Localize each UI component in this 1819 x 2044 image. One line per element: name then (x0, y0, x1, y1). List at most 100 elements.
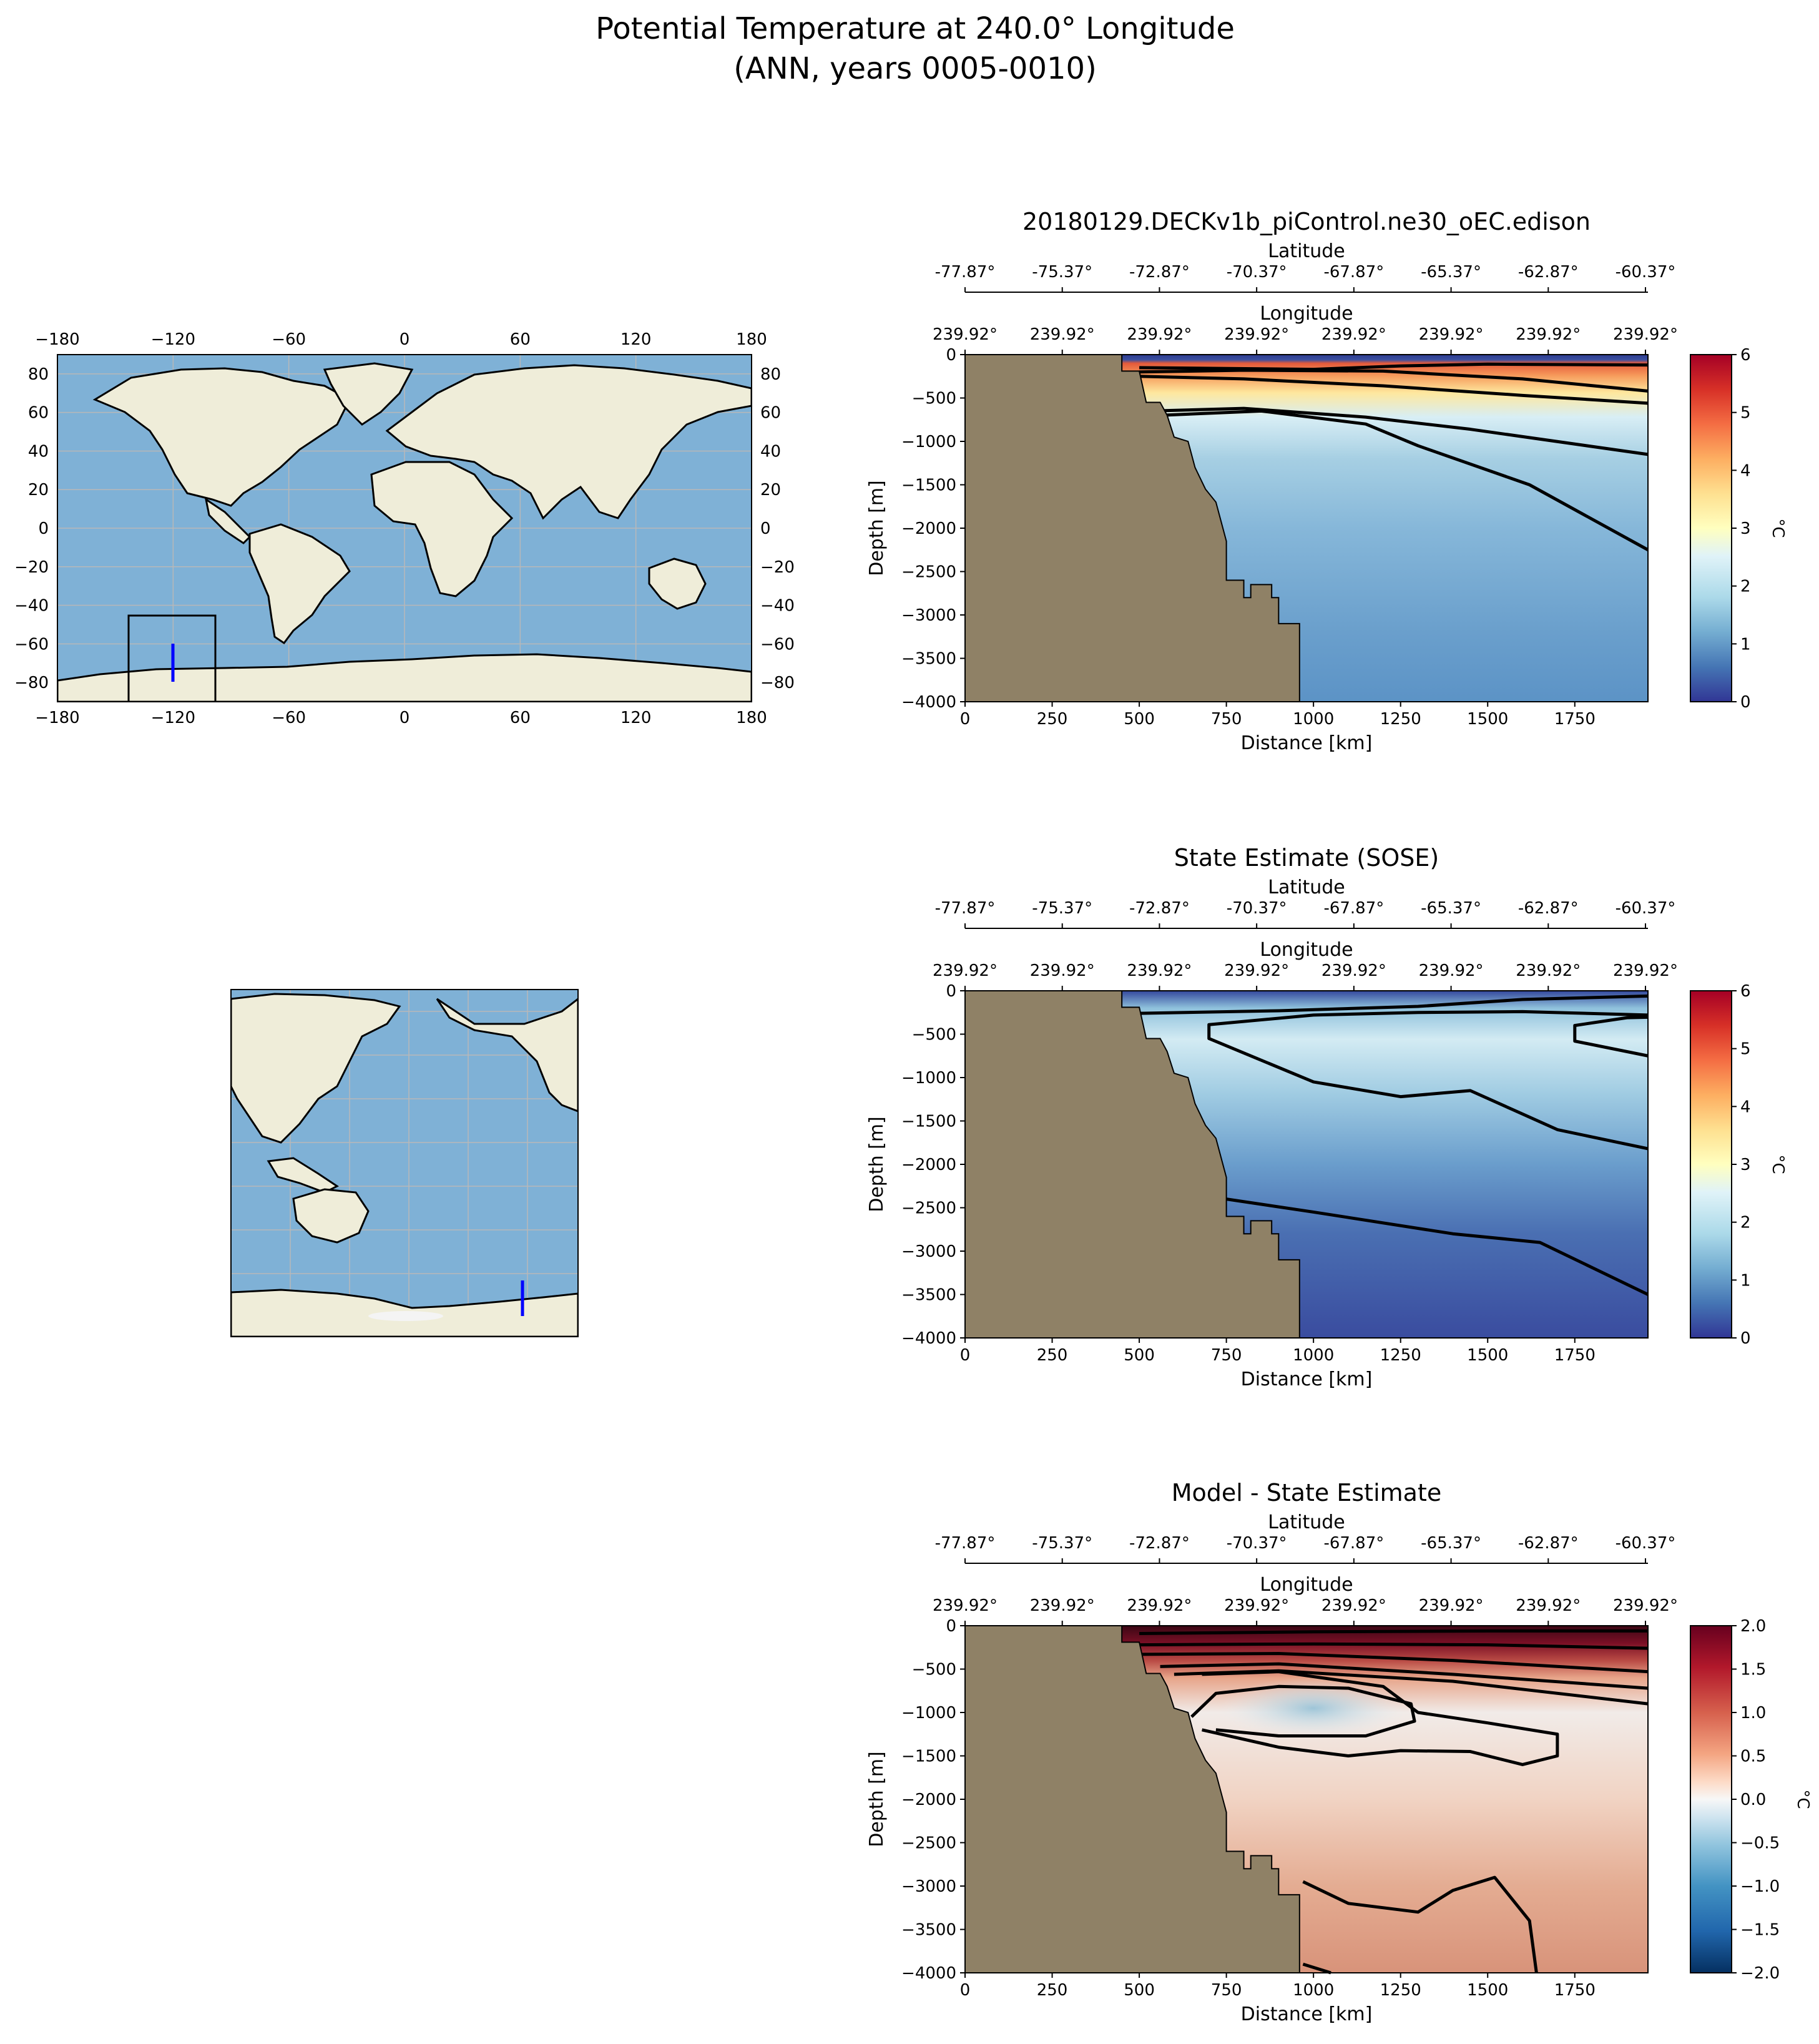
contour-line (1302, 1875, 1538, 1973)
lon-tick-label: 239.92° (1516, 325, 1581, 344)
latitude-axis-label: Latitude (1268, 877, 1345, 898)
lat-tick-label: -72.87° (1129, 1534, 1190, 1553)
lon-tick-label: 239.92° (1030, 961, 1095, 980)
y-tick-label: −2000 (901, 1156, 956, 1174)
latitude-axis-label: Latitude (1268, 240, 1345, 262)
x-tick-label: 1250 (1380, 1346, 1421, 1365)
africa (370, 461, 514, 597)
lat-tick-left: 20 (28, 481, 49, 499)
pacific-map (230, 989, 579, 1337)
lon-tick-bottom: −120 (151, 709, 195, 727)
global-map: −180 −180 −120 −120 −60 −60 0 0 60 60 120 120 180 180… (14, 330, 795, 727)
colorbar-tick-label: 1.5 (1740, 1661, 1766, 1679)
colorbar (1690, 354, 1732, 702)
colorbar-tick-label: 5 (1740, 1040, 1751, 1059)
lat-tick-right: 0 (760, 519, 771, 538)
y-tick-label: 0 (946, 1617, 956, 1636)
x-tick-label: 500 (1124, 1981, 1155, 2000)
lat-tick-label: -65.37° (1421, 899, 1481, 918)
x-tick-label: 1750 (1554, 1981, 1596, 2000)
lon-tick-top: 0 (400, 330, 410, 349)
contour-line (1139, 1651, 1649, 1674)
lon-tick-bottom: −60 (272, 709, 306, 727)
lat-tick-label: -62.87° (1518, 899, 1579, 918)
x-tick-label: 500 (1124, 1346, 1155, 1365)
colorbar-tick-label: 4 (1740, 461, 1751, 480)
y-tick-label: −1000 (901, 1069, 956, 1088)
lon-tick-label: 239.92° (1321, 961, 1386, 980)
y-tick-label: −1000 (901, 1704, 956, 1722)
y-tick-label: −500 (912, 1026, 956, 1044)
x-axis-label: Distance [km] (1241, 732, 1373, 754)
y-tick-label: −1500 (901, 1113, 956, 1131)
y-axis-label: Depth [m] (866, 480, 888, 576)
x-tick-label: 500 (1124, 710, 1155, 729)
lat-tick-label: -77.87° (935, 899, 996, 918)
colorbar (1690, 990, 1732, 1339)
lat-tick-left: −60 (14, 635, 49, 654)
y-tick-label: −4000 (901, 1964, 956, 1983)
lat-tick-right: 80 (760, 365, 781, 384)
x-tick-label: 250 (1037, 1346, 1068, 1365)
lon-tick-top: −120 (151, 330, 195, 349)
lat-tick-left: 0 (38, 519, 49, 538)
y-tick-label: −2000 (901, 519, 956, 538)
lon-tick-label: 239.92° (933, 961, 998, 980)
lon-tick-label: 239.92° (1613, 325, 1678, 344)
lon-tick-label: 239.92° (1224, 1596, 1289, 1615)
colorbar-tick-label: 1 (1740, 1271, 1751, 1290)
colorbar-unit: °C (1768, 518, 1787, 538)
lat-tick-right: −60 (760, 635, 795, 654)
x-tick-label: 750 (1211, 710, 1242, 729)
lon-tick-label: 239.92° (1613, 1596, 1678, 1615)
north-america (436, 998, 578, 1113)
colorbar-tick-label: 0 (1740, 693, 1751, 712)
lat-tick-label: -60.37° (1616, 899, 1676, 918)
x-tick-label: 750 (1211, 1346, 1242, 1365)
map-frame (57, 354, 752, 702)
lon-tick-label: 239.92° (1516, 961, 1581, 980)
colorbar-tick-label: 2.0 (1740, 1617, 1766, 1636)
lon-tick-label: 239.92° (1127, 1596, 1192, 1615)
lat-tick-left: −40 (14, 597, 49, 616)
x-axis-label: Distance [km] (1241, 2003, 1373, 2025)
x-tick-label: 1250 (1380, 710, 1421, 729)
latitude-axis-label: Latitude (1268, 1511, 1345, 1533)
x-tick-label: 0 (960, 1981, 971, 2000)
y-tick-label: −500 (912, 390, 956, 408)
contour-line (1149, 406, 1649, 456)
asia (231, 993, 401, 1144)
colorbar-tick-label: −1.0 (1740, 1877, 1780, 1896)
colorbar-tick-label: −1.5 (1740, 1921, 1780, 1940)
y-tick-label: −1000 (901, 433, 956, 451)
y-tick-label: −4000 (901, 1329, 956, 1348)
colorbar-tick-label: 6 (1740, 346, 1751, 365)
y-tick-label: −3500 (901, 1921, 956, 1940)
lat-tick-label: -67.87° (1323, 1534, 1384, 1553)
colorbar-tick-label: −2.0 (1740, 1964, 1780, 1983)
lat-tick-left: 40 (28, 442, 49, 461)
lat-tick-left: −20 (14, 558, 49, 577)
lon-tick-label: 239.92° (1419, 325, 1484, 344)
lat-tick-label: -70.37° (1227, 1534, 1287, 1553)
x-tick-label: 1000 (1293, 710, 1334, 729)
colorbar-tick-label: 0 (1740, 1329, 1751, 1348)
lon-tick-top: 120 (620, 330, 652, 349)
bathymetry (964, 1625, 1300, 1973)
lon-tick-bottom: 0 (400, 709, 410, 727)
colorbar-tick-label: 3 (1740, 519, 1751, 538)
lon-tick-label: 239.92° (1127, 961, 1192, 980)
contour-line (1226, 1197, 1649, 1296)
longitude-axis-label: Longitude (1260, 303, 1353, 325)
lat-tick-left: 80 (28, 365, 49, 384)
longitude-axis-label: Longitude (1260, 1574, 1353, 1596)
lat-tick-label: -72.87° (1129, 263, 1190, 282)
bathymetry (964, 990, 1300, 1339)
y-tick-label: 0 (946, 346, 956, 365)
y-tick-label: −4000 (901, 693, 956, 712)
lat-tick-label: -62.87° (1518, 1534, 1579, 1553)
longitude-axis-label: Longitude (1260, 939, 1353, 961)
continents (57, 362, 752, 702)
lat-tick-label: -70.37° (1227, 263, 1287, 282)
